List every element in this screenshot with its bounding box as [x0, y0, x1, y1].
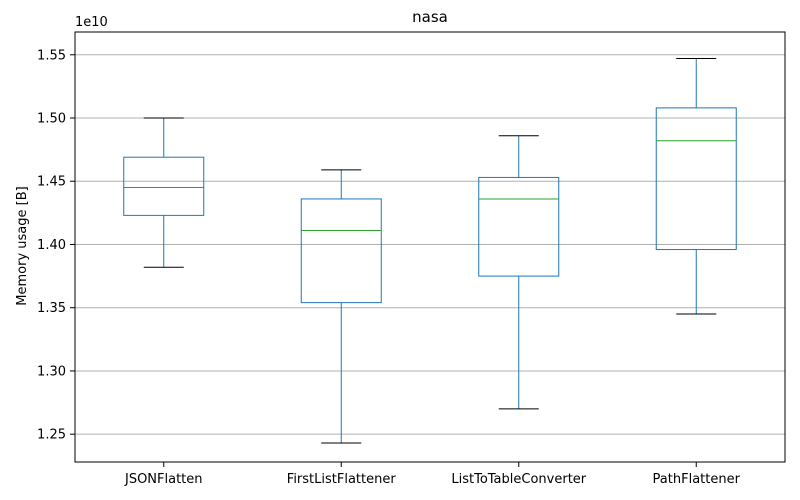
y-tick-label: 1.35 [37, 301, 66, 316]
x-tick-label: PathFlattener [653, 472, 741, 487]
iqr-box [300, 198, 382, 304]
x-tick-label: JSONFlatten [124, 472, 203, 487]
box-group [300, 169, 382, 444]
chart-title: nasa [412, 8, 448, 26]
iqr-box [655, 107, 737, 251]
y-tick-label: 1.50 [37, 112, 66, 127]
y-offset-label: 1e10 [75, 15, 108, 30]
box-group [655, 58, 737, 315]
y-tick-label: 1.45 [37, 175, 66, 190]
iqr-box [478, 176, 560, 277]
boxes-layer [123, 58, 737, 444]
grid-lines [75, 54, 785, 435]
x-tick-label: FirstListFlattener [287, 472, 397, 487]
y-tick-label: 1.30 [37, 364, 66, 379]
box-group [478, 135, 560, 410]
x-tick-label: ListToTableConverter [451, 472, 586, 487]
y-axis: 1.25 1.30 1.35 1.40 1.45 1.50 1.55 [37, 48, 75, 443]
box-group [123, 117, 205, 268]
y-tick-label: 1.55 [37, 48, 66, 63]
iqr-box [123, 156, 205, 216]
plot-frame [74, 31, 786, 463]
y-axis-label: Memory usage [B] [15, 186, 30, 305]
x-axis: JSONFlatten FirstListFlattener ListToTable… [124, 462, 741, 487]
y-tick-label: 1.40 [37, 238, 66, 253]
y-tick-label: 1.25 [37, 428, 66, 443]
